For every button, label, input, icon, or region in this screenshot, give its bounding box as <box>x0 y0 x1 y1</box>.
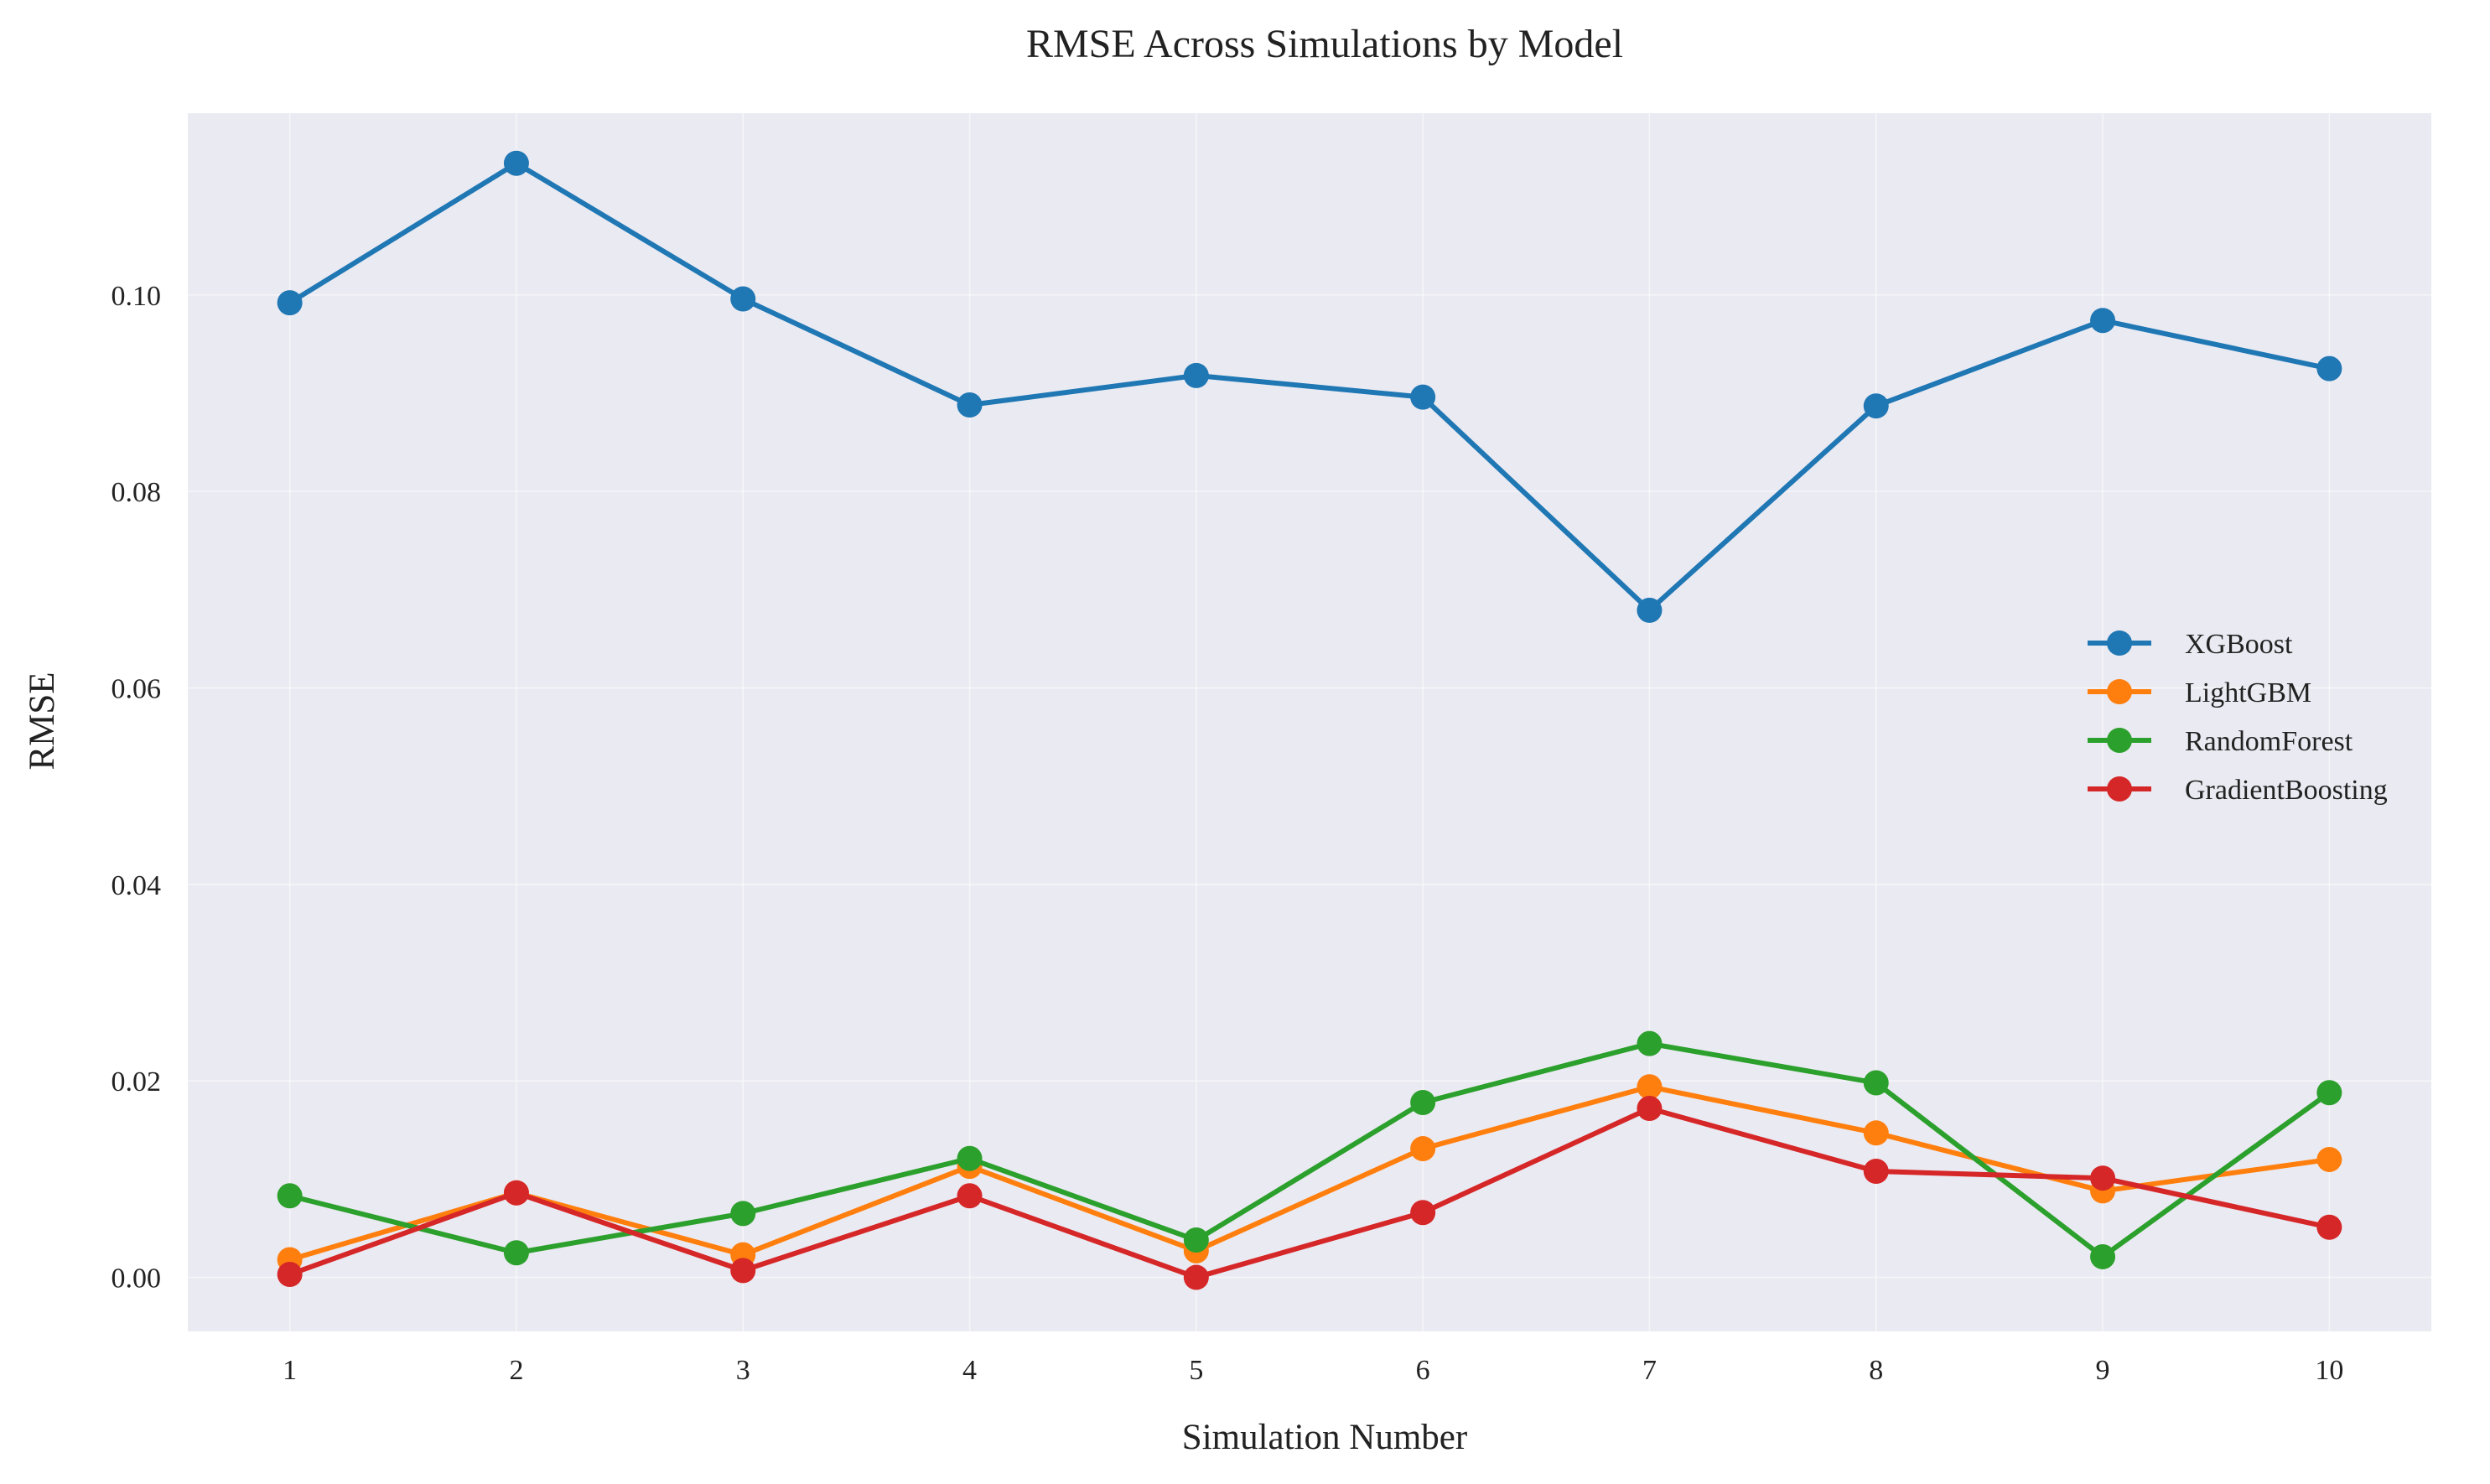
legend-marker-randomforest <box>2107 728 2132 753</box>
x-tick-label: 3 <box>736 1355 750 1386</box>
legend-marker-xgboost <box>2107 630 2132 656</box>
legend-item-gradientboosting: GradientBoosting <box>2088 775 2388 806</box>
data-point-lightgbm <box>1863 1120 1889 1146</box>
y-tick-label: 0.06 <box>112 673 162 704</box>
data-point-xgboost <box>2090 308 2116 334</box>
x-tick-label: 7 <box>1642 1355 1657 1386</box>
legend: XGBoost LightGBM RandomForest GradientBoost… <box>2088 629 2388 806</box>
data-point-randomforest <box>1183 1227 1209 1253</box>
series-line-gradientboosting <box>287 1106 2332 1280</box>
chart-title: RMSE Across Simulations by Model <box>1026 22 1623 66</box>
y-tick-label: 0.02 <box>112 1066 162 1097</box>
data-point-xgboost <box>2316 355 2342 381</box>
data-point-xgboost <box>1410 384 1436 410</box>
data-point-gradientboosting <box>1183 1264 1209 1290</box>
data-point-randomforest <box>1863 1070 1889 1096</box>
data-point-gradientboosting <box>1410 1200 1436 1226</box>
data-point-randomforest <box>730 1201 756 1227</box>
data-point-xgboost <box>1637 597 1663 623</box>
y-axis-label: RMSE <box>23 672 62 770</box>
data-point-gradientboosting <box>2090 1165 2116 1191</box>
legend-marker-gradientboosting <box>2107 776 2132 802</box>
data-point-gradientboosting <box>277 1262 303 1288</box>
y-tick-label: 0.04 <box>112 870 162 901</box>
data-point-xgboost <box>957 392 983 418</box>
data-point-randomforest <box>957 1145 983 1171</box>
data-point-xgboost <box>730 286 756 312</box>
y-tick-label: 0.00 <box>112 1263 162 1295</box>
x-tick-label: 9 <box>2096 1355 2110 1386</box>
x-tick-label: 5 <box>1189 1355 1203 1386</box>
x-tick-label: 2 <box>509 1355 523 1386</box>
x-tick-label: 8 <box>1869 1355 1883 1386</box>
data-point-xgboost <box>503 150 529 176</box>
legend-item-lightgbm: LightGBM <box>2088 677 2311 708</box>
legend-label-gradientboosting: GradientBoosting <box>2185 775 2388 806</box>
x-tick-label: 4 <box>962 1355 977 1386</box>
series-lines <box>277 150 2342 1290</box>
data-point-randomforest <box>277 1183 303 1209</box>
y-tick-label: 0.10 <box>112 281 162 312</box>
y-tick-label: 0.08 <box>112 477 162 508</box>
series-gradientboosting <box>277 1096 2342 1290</box>
data-point-lightgbm <box>1410 1136 1436 1162</box>
data-point-lightgbm <box>2316 1146 2342 1172</box>
x-tick-labels: 1 2 3 4 5 6 7 8 9 10 <box>283 1355 2343 1386</box>
grid-lines <box>188 113 2431 1331</box>
data-point-xgboost <box>1863 393 1889 419</box>
series-line-lightgbm <box>287 1084 2332 1263</box>
series-xgboost <box>277 150 2342 623</box>
data-point-gradientboosting <box>1863 1159 1889 1185</box>
data-point-gradientboosting <box>957 1183 983 1209</box>
data-point-xgboost <box>1183 362 1209 388</box>
legend-item-xgboost: XGBoost <box>2088 629 2293 660</box>
data-point-randomforest <box>2316 1080 2342 1106</box>
legend-label-xgboost: XGBoost <box>2185 629 2293 660</box>
data-point-randomforest <box>2090 1243 2116 1269</box>
data-point-lightgbm <box>1637 1074 1663 1100</box>
data-point-randomforest <box>1637 1030 1663 1056</box>
legend-label-randomforest: RandomForest <box>2185 726 2353 757</box>
data-point-randomforest <box>503 1240 529 1266</box>
legend-item-randomforest: RandomForest <box>2088 726 2353 757</box>
legend-label-lightgbm: LightGBM <box>2185 677 2311 708</box>
legend-marker-lightgbm <box>2107 679 2132 704</box>
data-point-gradientboosting <box>2316 1214 2342 1240</box>
plot-background <box>188 113 2431 1331</box>
x-tick-label: 6 <box>1416 1355 1430 1386</box>
data-point-xgboost <box>277 290 303 316</box>
x-tick-label: 10 <box>2315 1355 2343 1386</box>
x-axis-label: Simulation Number <box>1182 1418 1467 1457</box>
series-line-xgboost <box>287 160 2332 613</box>
x-tick-label: 1 <box>283 1355 297 1386</box>
data-point-gradientboosting <box>503 1180 529 1206</box>
data-point-gradientboosting <box>730 1258 756 1284</box>
data-point-gradientboosting <box>1637 1096 1663 1122</box>
y-tick-labels: 0.00 0.02 0.04 0.06 0.08 0.10 <box>112 281 162 1295</box>
data-point-randomforest <box>1410 1089 1436 1115</box>
